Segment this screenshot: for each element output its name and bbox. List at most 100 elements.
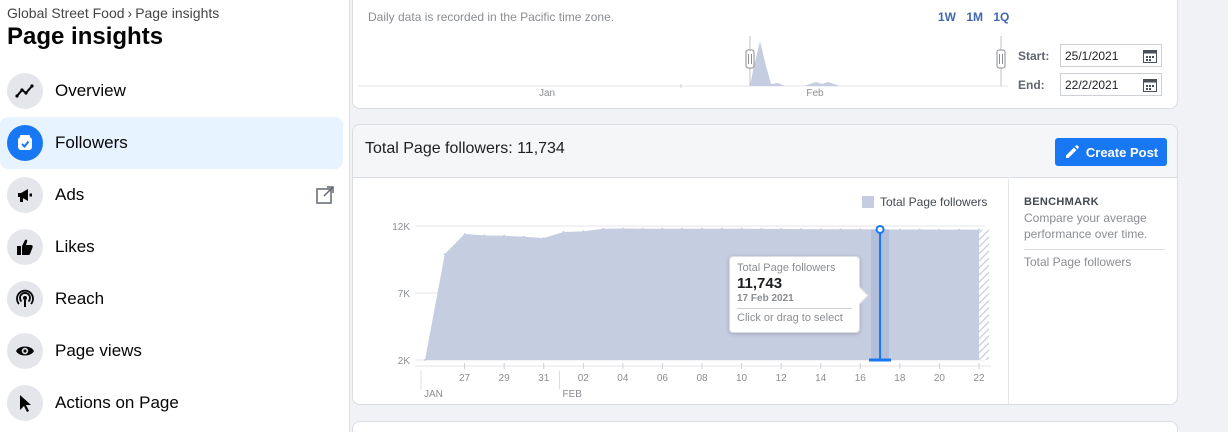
calendar-icon[interactable]: [1143, 49, 1157, 63]
sidebar-item-reach[interactable]: Reach: [0, 273, 343, 325]
create-post-button[interactable]: Create Post: [1055, 138, 1167, 166]
sidebar-item-label: Likes: [55, 237, 95, 256]
data-point: [859, 228, 862, 231]
calendar-icon[interactable]: [1143, 78, 1157, 92]
sidebar-item-label: Reach: [55, 289, 105, 308]
x-tick-label: 20: [934, 373, 946, 384]
date-range-panel: Daily data is recorded in the Pacific ti…: [352, 0, 1178, 109]
benchmark-title: BENCHMARK: [1024, 196, 1099, 208]
pencil-icon: [1065, 145, 1079, 158]
sidebar-nav: Overview Followers Ads Likes Reach: [0, 65, 350, 429]
tooltip-label: Total Page followers: [737, 262, 836, 274]
breadcrumb-page-link[interactable]: Global Street Food: [7, 5, 125, 21]
x-tick-label: 12: [776, 373, 788, 384]
range-buttons: 1W 1M 1Q: [938, 10, 1016, 24]
external-link-icon[interactable]: [315, 185, 335, 205]
data-point: [443, 253, 446, 256]
x-tick-label: 02: [578, 373, 590, 384]
timezone-note: Daily data is recorded in the Pacific ti…: [368, 10, 615, 24]
mini-chart-left-handle[interactable]: [745, 49, 755, 69]
sidebar: Global Street Food › Page insights Page in…: [0, 0, 350, 432]
range-1q-button[interactable]: 1Q: [993, 10, 1010, 24]
sidebar-item-likes[interactable]: Likes: [0, 221, 343, 273]
benchmark-description: Compare your average performance over ti…: [1024, 211, 1148, 241]
mini-chart-right-handle[interactable]: [996, 49, 1006, 69]
data-point: [503, 234, 506, 237]
sidebar-item-overview[interactable]: Overview: [0, 65, 343, 117]
data-point: [522, 235, 525, 238]
trend-icon: [7, 73, 43, 109]
data-point: [938, 228, 941, 231]
tooltip-date: 17 Feb 2021: [737, 293, 794, 304]
mini-chart-area: [750, 41, 840, 86]
data-point: [918, 228, 921, 231]
broadcast-icon: [7, 281, 43, 317]
month-label: JAN: [424, 389, 443, 400]
megaphone-icon: [7, 177, 43, 213]
start-date-row: Start: 25/1/2021: [1018, 44, 1162, 67]
legend-swatch: [862, 196, 874, 208]
sidebar-item-label: Followers: [55, 133, 128, 152]
data-point: [621, 227, 624, 230]
data-point: [720, 227, 723, 230]
sidebar-item-followers[interactable]: Followers: [0, 117, 343, 169]
end-date-value: 22/2/2021: [1065, 77, 1119, 92]
sidebar-item-actions-on-page[interactable]: Actions on Page: [0, 377, 343, 429]
data-point: [463, 233, 466, 235]
end-date-label: End:: [1018, 77, 1045, 92]
x-tick-label: 18: [894, 373, 906, 384]
data-point: [681, 227, 684, 230]
start-date-value: 25/1/2021: [1065, 48, 1119, 63]
data-point: [958, 228, 961, 231]
thumbs-up-icon: [7, 229, 43, 265]
sidebar-item-page-views[interactable]: Page views: [0, 325, 343, 377]
benchmark-item[interactable]: Total Page followers: [1024, 255, 1132, 269]
followers-total-title: Total Page followers: 11,734: [365, 140, 565, 157]
sidebar-item-ads[interactable]: Ads: [0, 169, 343, 221]
x-tick-label: 04: [617, 373, 629, 384]
legend-label: Total Page followers: [880, 195, 988, 209]
incomplete-data-hatch: [979, 229, 989, 360]
y-tick-label: 7K: [398, 289, 411, 300]
x-tick-label: 16: [855, 373, 867, 384]
data-point: [641, 227, 644, 230]
end-date-field[interactable]: 22/2/2021: [1060, 73, 1162, 96]
data-point: [424, 359, 426, 361]
data-point: [839, 228, 842, 231]
data-point: [780, 227, 783, 230]
page-title: Page insights: [7, 23, 164, 50]
data-point: [582, 230, 585, 233]
data-point: [602, 227, 605, 230]
x-tick-label: 29: [499, 373, 511, 384]
data-point: [661, 227, 664, 230]
breadcrumb-separator: ›: [127, 5, 133, 21]
x-tick-label: 31: [538, 373, 550, 384]
data-point: [701, 227, 703, 230]
chart-legend: Total Page followers: [862, 195, 987, 209]
data-point: [740, 227, 743, 230]
overview-mini-chart[interactable]: Jan Feb: [358, 36, 1008, 98]
cursor-icon: [7, 385, 43, 421]
tooltip-hint: Click or drag to select: [737, 312, 843, 324]
breadcrumb-current: Page insights: [135, 5, 220, 21]
x-tick-label: 08: [696, 373, 708, 384]
next-panel: [352, 421, 1178, 432]
create-post-label: Create Post: [1085, 144, 1159, 160]
range-1m-button[interactable]: 1M: [966, 10, 984, 24]
data-point: [483, 234, 486, 237]
y-tick-label: 2K: [398, 356, 411, 367]
start-date-field[interactable]: 25/1/2021: [1060, 44, 1162, 67]
x-tick-label: 14: [815, 373, 827, 384]
tooltip-divider: [737, 308, 852, 309]
followers-chart[interactable]: 2K 7K 12K 27 29 31 02 04 06 08 10 12 14 16 18 20 22 JAN FE…: [353, 179, 1008, 405]
data-point: [819, 228, 822, 231]
data-point: [799, 228, 802, 231]
range-1w-button[interactable]: 1W: [938, 10, 956, 24]
month-label: FEB: [563, 389, 583, 400]
data-point: [760, 227, 763, 230]
chart-tooltip: Total Page followers 11,743 17 Feb 2021 …: [729, 256, 860, 333]
data-point: [562, 231, 565, 233]
breadcrumb: Global Street Food › Page insights: [7, 5, 219, 21]
data-point: [978, 228, 980, 231]
followers-icon: [7, 125, 43, 161]
